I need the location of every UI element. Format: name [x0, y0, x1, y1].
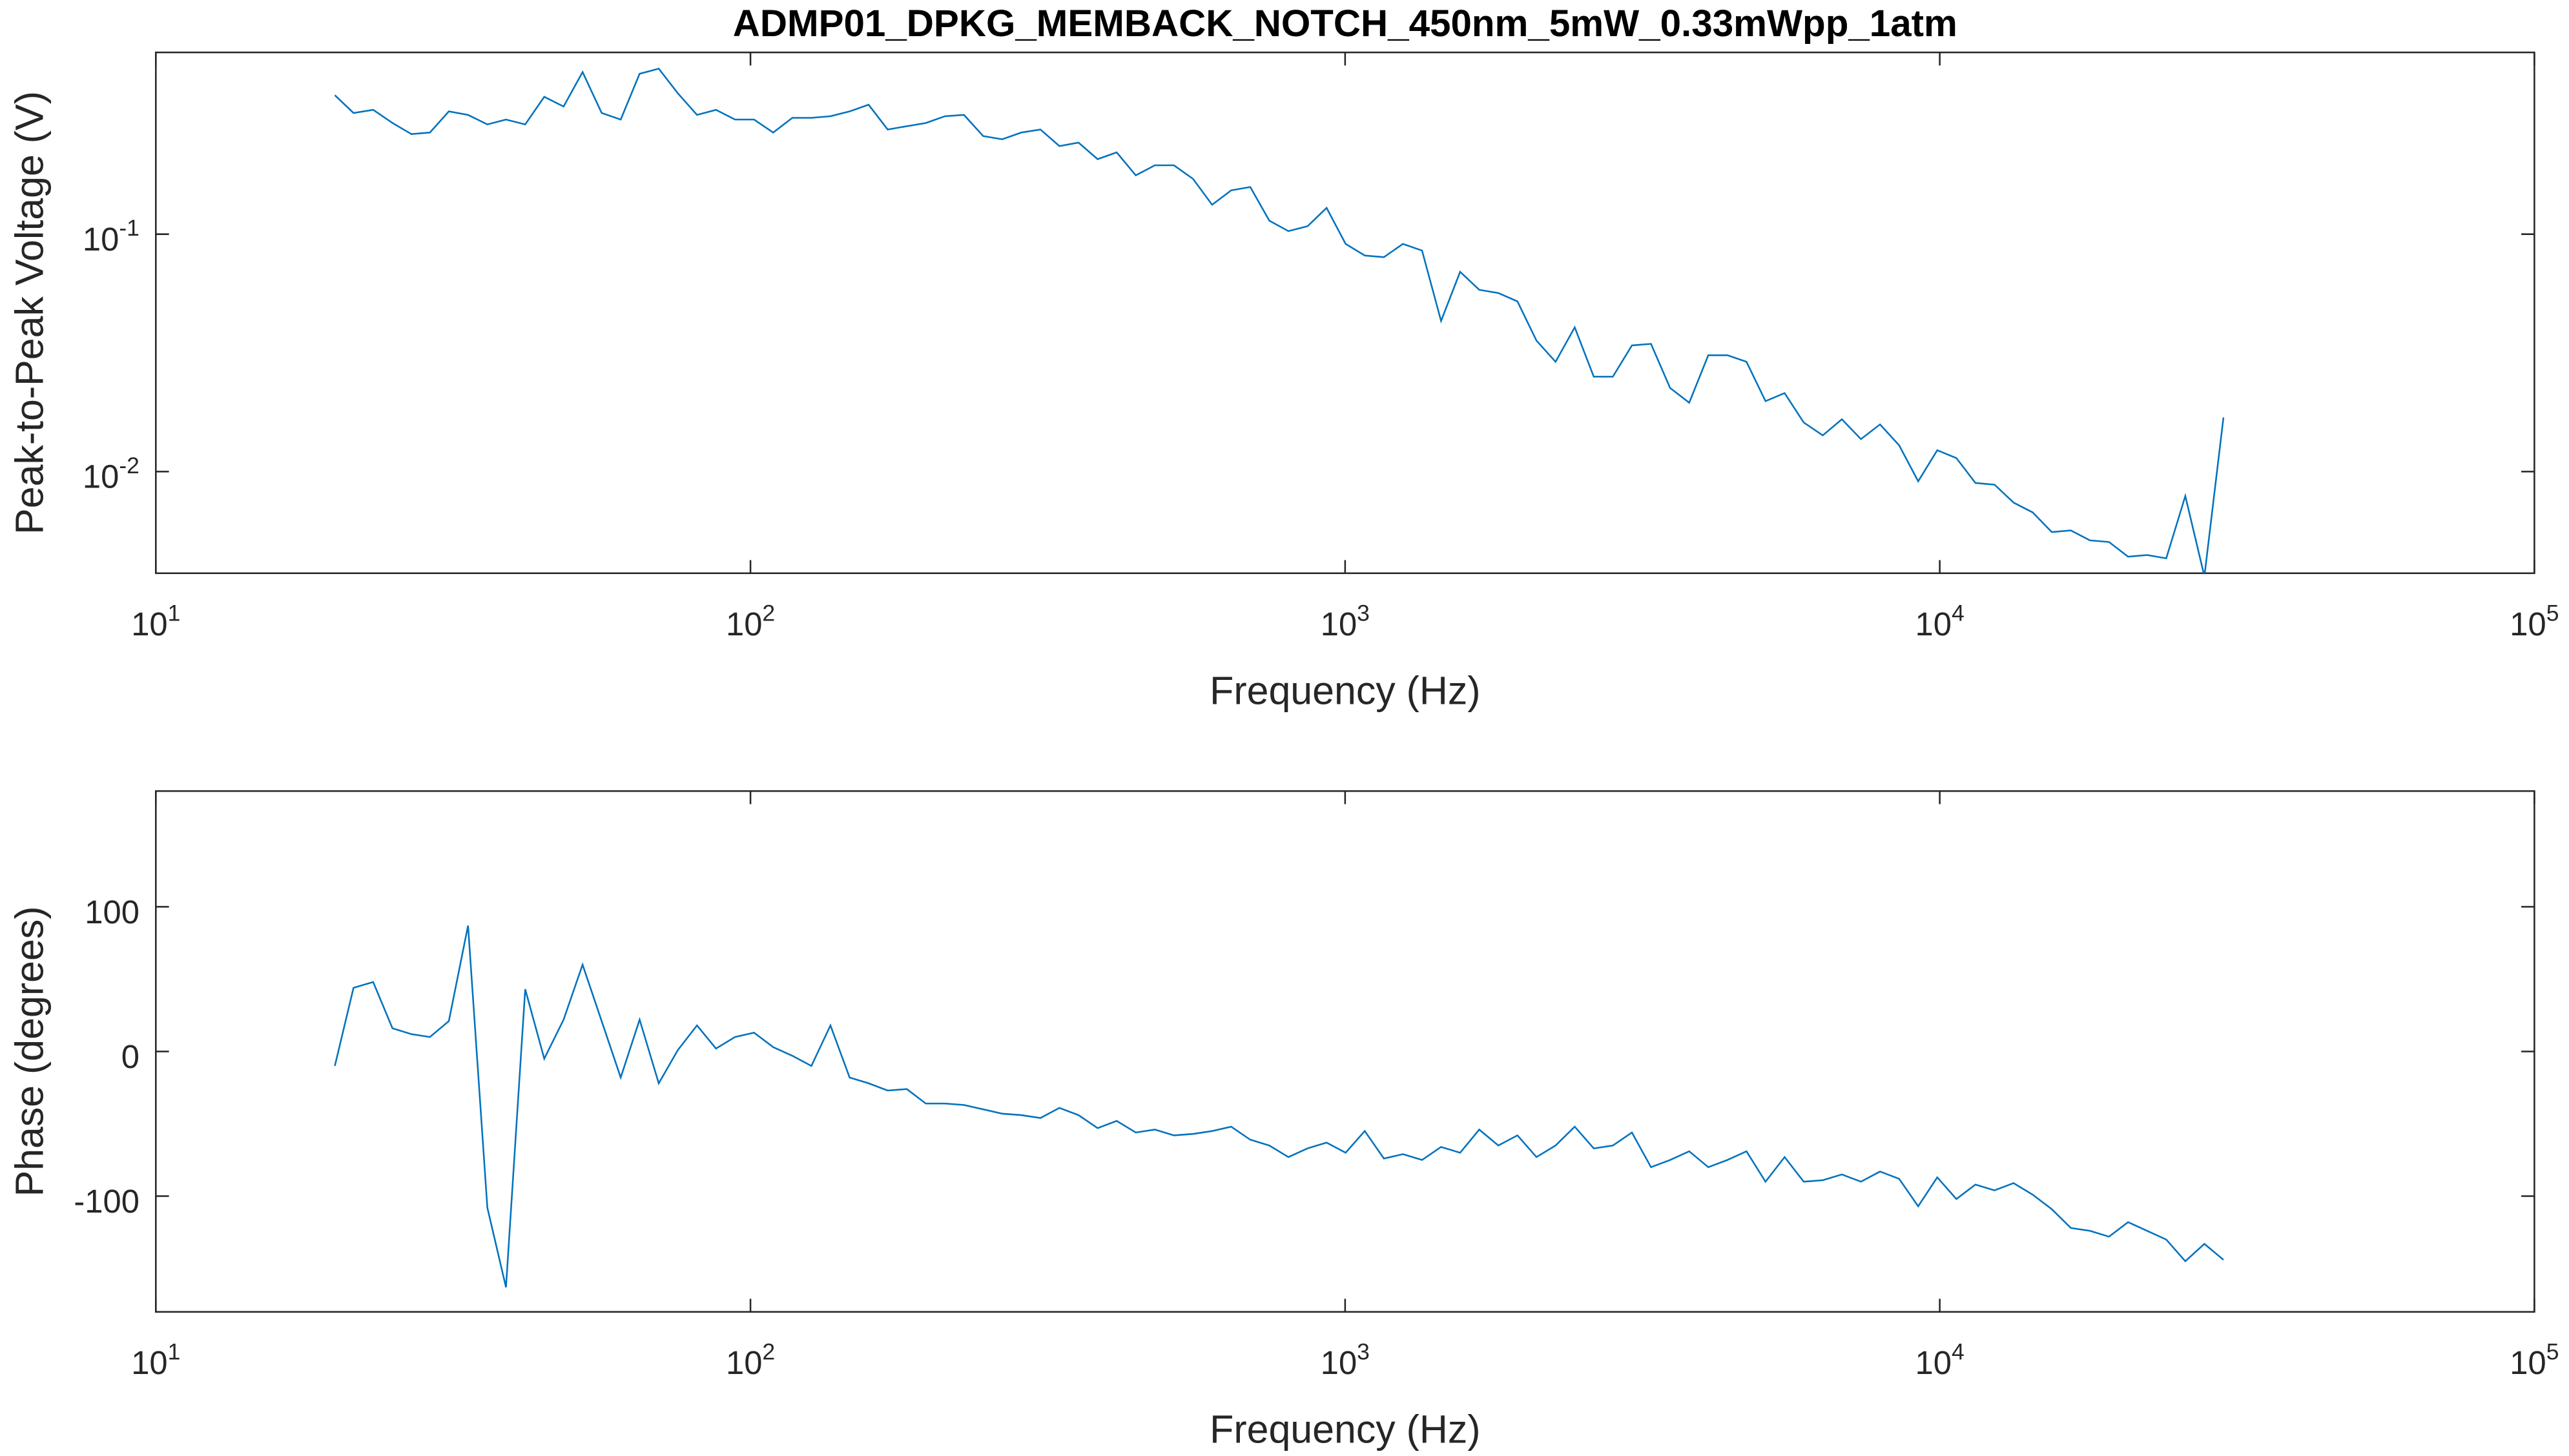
y-tick-label: 0	[121, 1038, 139, 1075]
data-line	[334, 67, 2225, 573]
chart-title: ADMP01_DPKG_MEMBACK_NOTCH_450nm_5mW_0.33…	[733, 3, 1957, 45]
y-tick-label: 10-2	[83, 453, 139, 495]
data-line	[334, 925, 2224, 1287]
x-tick-label: 103	[1321, 600, 1370, 642]
x-tick-label: 104	[1915, 600, 1965, 642]
y-tick-label: -100	[74, 1183, 139, 1220]
x-tick-label: 102	[726, 1338, 775, 1381]
y-axis-label: Peak-to-Peak Voltage (V)	[7, 91, 51, 535]
x-axis-label: Frequency (Hz)	[1210, 669, 1480, 713]
x-tick-label: 102	[726, 600, 775, 642]
x-tick-label: 104	[1915, 1338, 1965, 1381]
axes: 101 102 103 104 105 10-2 10-1 ADMP01_DPKG_MEMBA…	[7, 3, 2559, 713]
axes: 101 102 103 104 105 -100 0 100 Frequency (Hz) Pha…	[7, 790, 2559, 1451]
x-tick-label: 101	[131, 1338, 180, 1381]
plot-frame	[155, 790, 2535, 1313]
x-tick-label: 105	[2510, 600, 2559, 642]
y-tick-label: 10-1	[83, 215, 139, 258]
x-tick-label: 101	[131, 600, 180, 642]
x-tick-label: 105	[2510, 1338, 2559, 1381]
x-axis-label: Frequency (Hz)	[1210, 1408, 1480, 1451]
y-axis-label: Phase (degrees)	[7, 907, 51, 1197]
y-tick-label: 100	[85, 894, 139, 930]
x-tick-label: 103	[1321, 1338, 1370, 1381]
plot-frame	[155, 51, 2535, 575]
